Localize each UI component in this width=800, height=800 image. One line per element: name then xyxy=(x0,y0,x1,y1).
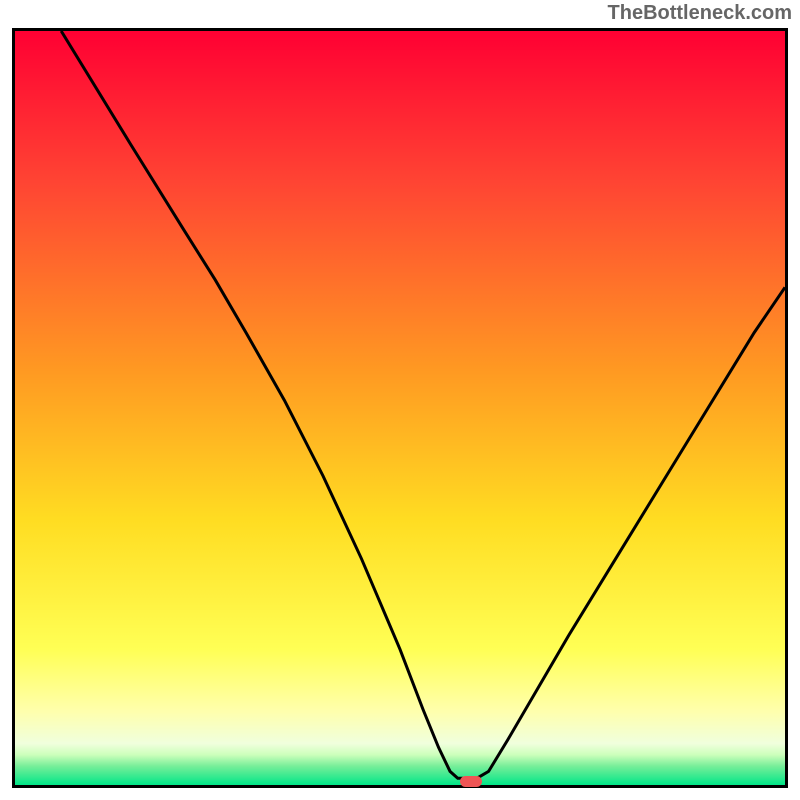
chart-container: TheBottleneck.com xyxy=(0,0,800,800)
watermark-text: TheBottleneck.com xyxy=(608,2,792,25)
bottleneck-curve xyxy=(15,31,785,785)
plot-area xyxy=(12,28,788,788)
curve-path xyxy=(61,31,785,778)
bottleneck-marker xyxy=(460,776,482,787)
